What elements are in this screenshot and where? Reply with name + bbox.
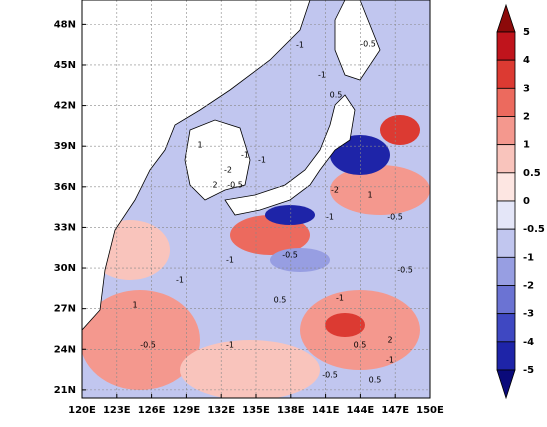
contour-label: 0.5 (274, 296, 287, 305)
contour-label: -1 (326, 213, 334, 222)
contour-label: -0.5 (360, 40, 376, 49)
contour-label: -2 (224, 166, 232, 175)
contour-label: -1 (336, 294, 344, 303)
colorbar-box (496, 228, 516, 258)
contour-label: -0.5 (397, 266, 413, 275)
lat-tick-label: 36N (54, 182, 76, 193)
colorbar-label: 3 (523, 83, 530, 94)
colorbar-label: 2 (523, 112, 530, 123)
lat-tick-label: 21N (54, 385, 76, 396)
colorbar-label: -5 (523, 365, 534, 376)
contour-label: -0.5 (227, 181, 243, 190)
contour-label: -1 (386, 356, 394, 365)
colorbar-label: 0 (523, 196, 530, 207)
lat-tick-label: 39N (54, 141, 76, 152)
colorbar-label: 4 (523, 55, 530, 66)
land-continent (82, 0, 311, 331)
colorbar-label: 1 (523, 140, 530, 151)
land-japan (224, 94, 356, 216)
colorbar-box (496, 172, 516, 202)
contour-label: -1 (176, 276, 184, 285)
lon-tick-label: 126E (138, 405, 166, 416)
colorbar-box (496, 313, 516, 343)
lon-tick-label: 120E (68, 405, 96, 416)
contour-label: 2 (212, 181, 217, 190)
lat-tick-label: 45N (54, 60, 76, 71)
lon-tick-label: 138E (277, 405, 305, 416)
contour-label: -1 (318, 71, 326, 80)
colorbar-extension (496, 3, 516, 33)
contour-label: 0.5 (330, 91, 343, 100)
anomaly-patch (330, 165, 430, 215)
lon-tick-label: 132E (207, 405, 235, 416)
contour-label: -1 (226, 341, 234, 350)
lon-tick-label: 129E (173, 405, 201, 416)
contour-label: 1 (197, 141, 202, 150)
colorbar-label: -0.5 (523, 224, 545, 235)
contour-label: -2 (331, 186, 339, 195)
colorbar-label: -2 (523, 281, 534, 292)
lat-tick-label: 27N (54, 304, 76, 315)
colorbar-box (496, 116, 516, 146)
lat-tick-label: 42N (54, 101, 76, 112)
anomaly-patch (330, 135, 390, 175)
colorbar-box (496, 144, 516, 174)
anomaly-patch (380, 115, 420, 145)
lon-tick-label: 144E (347, 405, 375, 416)
anomaly-patch (265, 205, 315, 225)
colorbar-box (496, 59, 516, 89)
lon-tick-label: 150E (416, 405, 444, 416)
lon-tick-label: 123E (103, 405, 131, 416)
colorbar-box (496, 31, 516, 61)
colorbar-box (496, 285, 516, 315)
contour-label: 2 (387, 336, 392, 345)
contour-label: 0.5 (369, 376, 382, 385)
contour-label: -1 (296, 41, 304, 50)
anomaly-patch (325, 313, 365, 337)
lon-tick-label: 135E (242, 405, 270, 416)
lat-tick-label: 33N (54, 222, 76, 233)
contour-label: 1 (132, 301, 137, 310)
contour-label: -0.5 (322, 371, 338, 380)
anomaly-patch (270, 248, 330, 272)
contour-label: -1 (258, 156, 266, 165)
colorbar-box (496, 200, 516, 230)
lon-tick-label: 147E (381, 405, 409, 416)
contour-label: -0.5 (387, 213, 403, 222)
colorbar-box (496, 256, 516, 286)
contour-label: -0.5 (140, 341, 156, 350)
colorbar-label: -1 (523, 252, 534, 263)
contour-label: 1 (367, 191, 372, 200)
colorbar-extension (496, 369, 516, 400)
colorbar-box (496, 341, 516, 371)
map-field (82, 0, 430, 398)
anomaly-patch (82, 290, 200, 390)
contour-label: -0.5 (282, 251, 298, 260)
lon-tick-label: 141E (312, 405, 340, 416)
colorbar-box (496, 87, 516, 117)
lat-tick-label: 24N (54, 344, 76, 355)
colorbar-label: 0.5 (523, 168, 541, 179)
contour-label: -1 (241, 151, 249, 160)
contour-label: -1 (226, 256, 234, 265)
anomaly-patch (180, 340, 320, 398)
lat-tick-label: 48N (54, 19, 76, 30)
colorbar-label: -4 (523, 337, 534, 348)
contour-label: 0.5 (354, 341, 367, 350)
colorbar-label: 5 (523, 27, 530, 38)
colorbar-label: -3 (523, 309, 534, 320)
land-korea (184, 119, 251, 201)
lat-tick-label: 30N (54, 263, 76, 274)
